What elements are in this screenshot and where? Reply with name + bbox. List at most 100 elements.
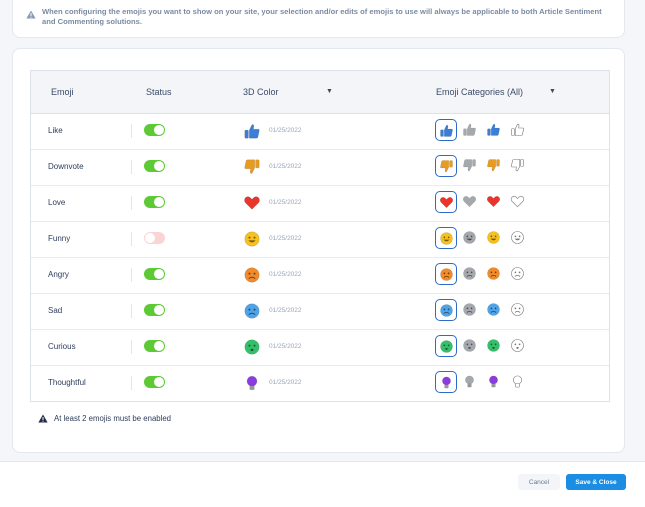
modified-date: 01/25/2022 [269, 235, 302, 242]
table-row: Like 01/25/2022 [31, 113, 609, 150]
thumbs-up-icon [243, 122, 261, 140]
emoji-name: Love [48, 198, 66, 207]
angry-face-icon[interactable] [459, 263, 481, 285]
lightbulb-icon [243, 374, 261, 392]
modified-date: 01/25/2022 [269, 199, 302, 206]
table-row: Funny 01/25/2022 [31, 221, 609, 258]
table-row: Curious 01/25/2022 [31, 329, 609, 366]
sad-face-icon[interactable] [507, 299, 529, 321]
modified-date: 01/25/2022 [269, 271, 302, 278]
table-row: Angry 01/25/2022 [31, 257, 609, 294]
thumbs-up-icon[interactable] [459, 119, 481, 141]
row-divider [131, 124, 132, 138]
table-row: Downvote 01/25/2022 [31, 149, 609, 186]
info-notice: When configuring the emojis you want to … [12, 0, 625, 38]
laughing-face-icon[interactable] [435, 227, 457, 249]
laughing-face-icon [243, 230, 261, 248]
laughing-face-icon[interactable] [507, 227, 529, 249]
row-divider [131, 196, 132, 210]
emoji-name: Thoughtful [48, 378, 86, 387]
modified-date: 01/25/2022 [269, 127, 302, 134]
thumbs-down-icon[interactable] [435, 155, 457, 177]
emoji-name: Sad [48, 306, 63, 315]
table-header: Emoji Status 3D Color ▼ Emoji Categories… [31, 71, 609, 114]
sad-face-icon[interactable] [435, 299, 457, 321]
row-divider [131, 340, 132, 354]
sad-face-icon [243, 302, 261, 320]
angry-face-icon [243, 266, 261, 284]
angry-face-icon[interactable] [483, 263, 505, 285]
heart-icon[interactable] [483, 191, 505, 213]
toggle-knob [154, 341, 164, 351]
color-dropdown-caret-icon[interactable]: ▼ [326, 88, 333, 95]
status-toggle[interactable] [144, 268, 165, 280]
row-divider [131, 232, 132, 246]
curious-face-icon[interactable] [483, 335, 505, 357]
thumbs-down-icon[interactable] [459, 155, 481, 177]
table-row: Sad 01/25/2022 [31, 293, 609, 330]
row-divider [131, 160, 132, 174]
status-toggle[interactable] [144, 340, 165, 352]
categories-dropdown-caret-icon[interactable]: ▼ [549, 88, 556, 95]
column-header-status: Status [146, 87, 172, 97]
sad-face-icon[interactable] [459, 299, 481, 321]
status-toggle[interactable] [144, 232, 165, 244]
heart-icon[interactable] [435, 191, 457, 213]
emoji-settings-panel: Emoji Status 3D Color ▼ Emoji Categories… [12, 48, 625, 453]
sad-face-icon[interactable] [483, 299, 505, 321]
table-row: Love 01/25/2022 [31, 185, 609, 222]
heart-icon[interactable] [459, 191, 481, 213]
toggle-knob [154, 269, 164, 279]
save-close-button[interactable]: Save & Close [566, 474, 626, 490]
lightbulb-icon[interactable] [507, 371, 529, 393]
column-header-3d-color[interactable]: 3D Color [243, 87, 279, 97]
warning-text: At least 2 emojis must be enabled [54, 414, 172, 423]
emoji-name: Funny [48, 234, 71, 243]
emoji-name: Like [48, 126, 63, 135]
lightbulb-icon[interactable] [459, 371, 481, 393]
cancel-button[interactable]: Cancel [518, 474, 560, 490]
thumbs-down-icon[interactable] [483, 155, 505, 177]
curious-face-icon[interactable] [507, 335, 529, 357]
column-header-categories[interactable]: Emoji Categories (All) [436, 87, 524, 97]
toggle-knob [145, 233, 155, 243]
toggle-knob [154, 161, 164, 171]
status-toggle[interactable] [144, 196, 165, 208]
emoji-table: Emoji Status 3D Color ▼ Emoji Categories… [30, 70, 610, 402]
emoji-name: Angry [48, 270, 69, 279]
heart-icon [243, 194, 261, 212]
status-toggle[interactable] [144, 304, 165, 316]
heart-icon[interactable] [507, 191, 529, 213]
angry-face-icon[interactable] [435, 263, 457, 285]
curious-face-icon[interactable] [459, 335, 481, 357]
thumbs-up-icon[interactable] [483, 119, 505, 141]
column-header-emoji: Emoji [51, 87, 74, 97]
warning-icon [26, 10, 36, 19]
status-toggle[interactable] [144, 376, 165, 388]
curious-face-icon[interactable] [435, 335, 457, 357]
modified-date: 01/25/2022 [269, 163, 302, 170]
warning-icon [38, 414, 48, 423]
laughing-face-icon[interactable] [483, 227, 505, 249]
thumbs-down-icon [243, 158, 261, 176]
thumbs-up-icon[interactable] [507, 119, 529, 141]
thumbs-up-icon[interactable] [435, 119, 457, 141]
row-divider [131, 304, 132, 318]
lightbulb-icon[interactable] [435, 371, 457, 393]
modified-date: 01/25/2022 [269, 379, 302, 386]
table-row: Thoughtful 01/25/2022 [31, 365, 609, 401]
status-toggle[interactable] [144, 160, 165, 172]
status-toggle[interactable] [144, 124, 165, 136]
thumbs-down-icon[interactable] [507, 155, 529, 177]
angry-face-icon[interactable] [507, 263, 529, 285]
row-divider [131, 376, 132, 390]
toggle-knob [154, 197, 164, 207]
laughing-face-icon[interactable] [459, 227, 481, 249]
toggle-knob [154, 377, 164, 387]
lightbulb-icon[interactable] [483, 371, 505, 393]
row-divider [131, 268, 132, 282]
modified-date: 01/25/2022 [269, 307, 302, 314]
modified-date: 01/25/2022 [269, 343, 302, 350]
emoji-name: Downvote [48, 162, 84, 171]
notice-text: When configuring the emojis you want to … [42, 7, 602, 26]
